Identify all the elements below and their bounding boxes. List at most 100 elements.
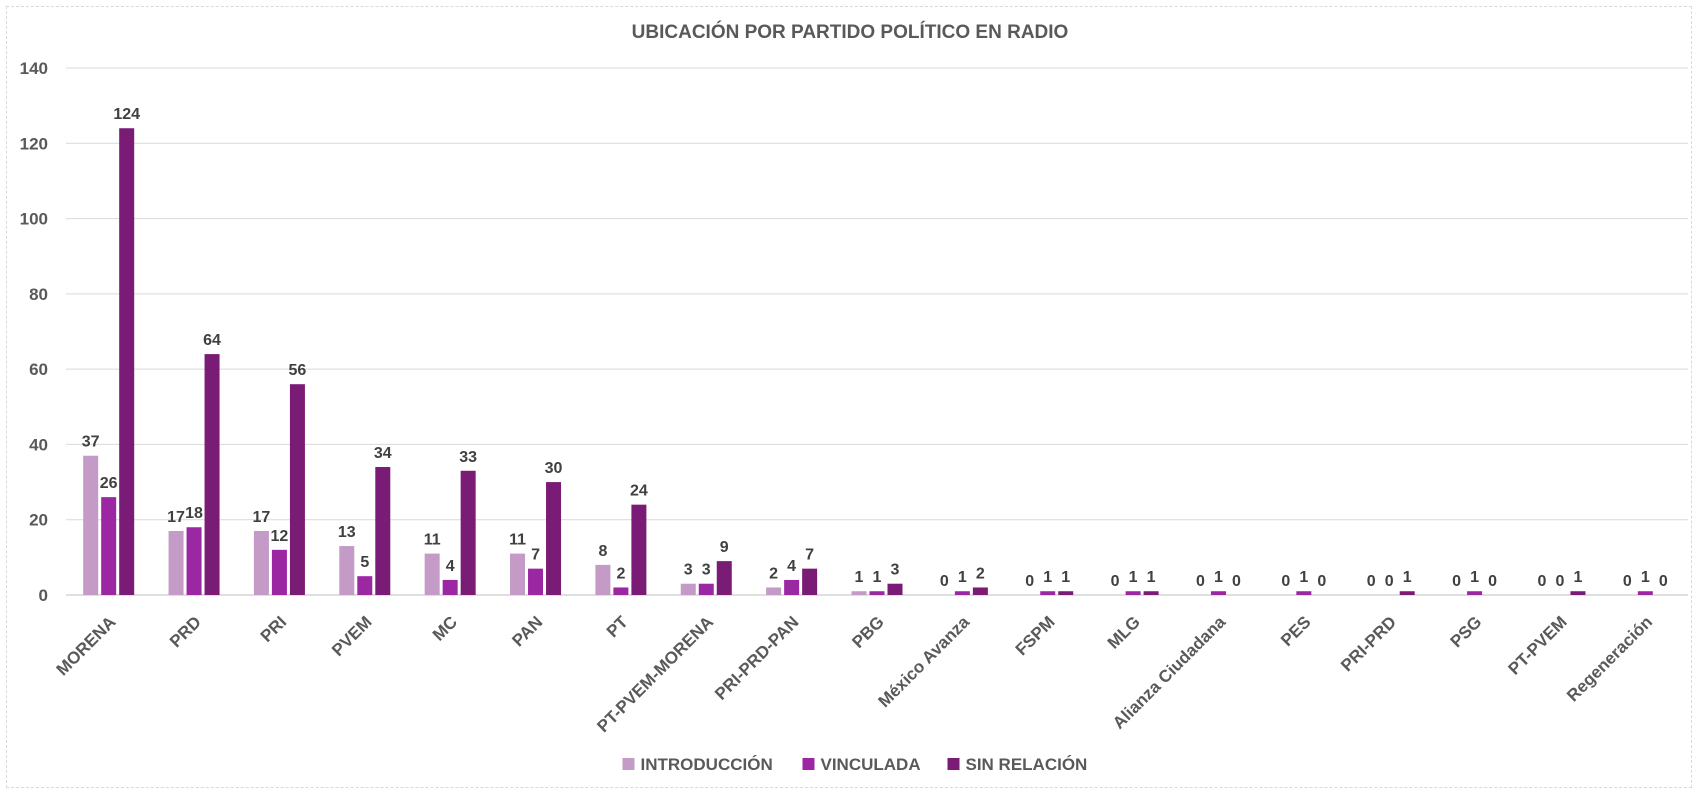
- bars: [83, 128, 1653, 595]
- y-tick-label: 40: [29, 435, 48, 454]
- bar: [460, 470, 476, 595]
- data-label: 18: [185, 505, 203, 522]
- y-tick-label: 140: [20, 59, 48, 78]
- bar: [101, 497, 117, 595]
- data-label: 11: [509, 532, 526, 549]
- data-label: 7: [531, 547, 540, 564]
- data-label: 0: [1232, 573, 1241, 590]
- bar: [546, 482, 562, 595]
- data-label: 2: [976, 565, 985, 582]
- bar: [375, 467, 391, 595]
- bar: [271, 549, 287, 595]
- data-label: 3: [891, 562, 900, 579]
- bar: [613, 587, 629, 595]
- bar: [253, 531, 269, 595]
- data-label: 0: [1196, 573, 1205, 590]
- data-label: 2: [616, 565, 625, 582]
- y-tick-label: 120: [20, 134, 48, 153]
- data-label: 1: [1573, 569, 1582, 586]
- bar: [869, 591, 885, 595]
- data-label: 0: [1281, 573, 1290, 590]
- data-label: 12: [271, 528, 289, 545]
- data-label: 124: [113, 106, 140, 123]
- bar: [289, 384, 305, 595]
- legend-swatch: [947, 758, 960, 770]
- bar: [1399, 591, 1415, 595]
- bar: [357, 576, 373, 595]
- data-label: 0: [1385, 573, 1394, 590]
- data-label: 2: [769, 565, 778, 582]
- data-label: 4: [446, 558, 455, 575]
- y-tick-label: 60: [29, 360, 48, 379]
- bar: [851, 591, 867, 595]
- legend: INTRODUCCIÓN VINCULADA SIN RELACIÓN: [622, 755, 1087, 774]
- y-axis-ticks: 0 20 40 60 80 100 120 140: [20, 59, 48, 605]
- data-label: 1: [1403, 569, 1412, 586]
- bar: [1210, 591, 1226, 595]
- bar: [1058, 591, 1074, 595]
- x-tick-label: MC: [429, 612, 461, 644]
- bar: [168, 531, 184, 595]
- data-label: 13: [338, 524, 356, 541]
- x-tick-label: México Avanza: [874, 612, 973, 711]
- data-label: 1: [855, 569, 864, 586]
- bar: [1040, 591, 1056, 595]
- bar: [1570, 591, 1586, 595]
- y-tick-label: 80: [29, 285, 48, 304]
- data-label: 3: [684, 562, 693, 579]
- x-tick-label: MLG: [1104, 612, 1144, 652]
- data-label: 9: [720, 539, 729, 556]
- data-label: 64: [203, 332, 221, 349]
- bar: [339, 546, 355, 595]
- y-tick-label: 20: [29, 511, 48, 530]
- data-label: 7: [805, 547, 814, 564]
- data-label: 11: [424, 532, 441, 549]
- bar: [186, 527, 202, 595]
- data-label: 1: [1129, 569, 1138, 586]
- data-label: 0: [1367, 573, 1376, 590]
- data-label: 1: [958, 569, 967, 586]
- x-tick-label: PVEM: [328, 612, 376, 660]
- data-label: 0: [1623, 573, 1632, 590]
- data-label: 17: [167, 509, 185, 526]
- data-label: 1: [1043, 569, 1052, 586]
- x-tick-label: PSG: [1447, 612, 1486, 651]
- x-tick-label: PBG: [848, 612, 887, 651]
- x-axis-ticks: MORENA PRD PRI PVEM MC PAN PTPT-PVEM-MORENAPRI…: [53, 612, 1656, 736]
- data-label: 1: [1147, 569, 1156, 586]
- data-label: 4: [787, 558, 796, 575]
- data-label: 30: [545, 460, 563, 477]
- data-label: 0: [1555, 573, 1564, 590]
- y-tick-label: 0: [39, 586, 48, 605]
- bar: [784, 579, 800, 595]
- bar: [1467, 591, 1483, 595]
- bar: [595, 564, 611, 595]
- x-tick-label: PAN: [508, 612, 546, 650]
- data-label: 17: [253, 509, 271, 526]
- bar: [631, 504, 647, 595]
- x-tick-label: PRI-PRD: [1337, 612, 1400, 675]
- bar: [680, 583, 696, 595]
- bar: [83, 455, 99, 595]
- legend-label: VINCULADA: [821, 755, 921, 774]
- data-label: 1: [1299, 569, 1308, 586]
- legend-label: INTRODUCCIÓN: [641, 755, 773, 774]
- bar: [1296, 591, 1312, 595]
- x-tick-label: PES: [1277, 612, 1314, 649]
- bar: [528, 568, 544, 595]
- chart-title: UBICACIÓN POR PARTIDO POLÍTICO EN RADIO: [632, 21, 1069, 43]
- x-tick-label: PRD: [166, 612, 205, 651]
- data-label: 37: [82, 434, 100, 451]
- data-label: 5: [360, 554, 369, 571]
- bar: [442, 579, 458, 595]
- data-label: 0: [940, 573, 949, 590]
- legend-swatch: [802, 758, 815, 770]
- bar: [1143, 591, 1159, 595]
- data-label: 3: [702, 562, 711, 579]
- chart-frame: [6, 6, 1692, 788]
- data-label: 0: [1317, 573, 1326, 590]
- data-label: 26: [100, 475, 118, 492]
- gridlines: [66, 67, 1688, 596]
